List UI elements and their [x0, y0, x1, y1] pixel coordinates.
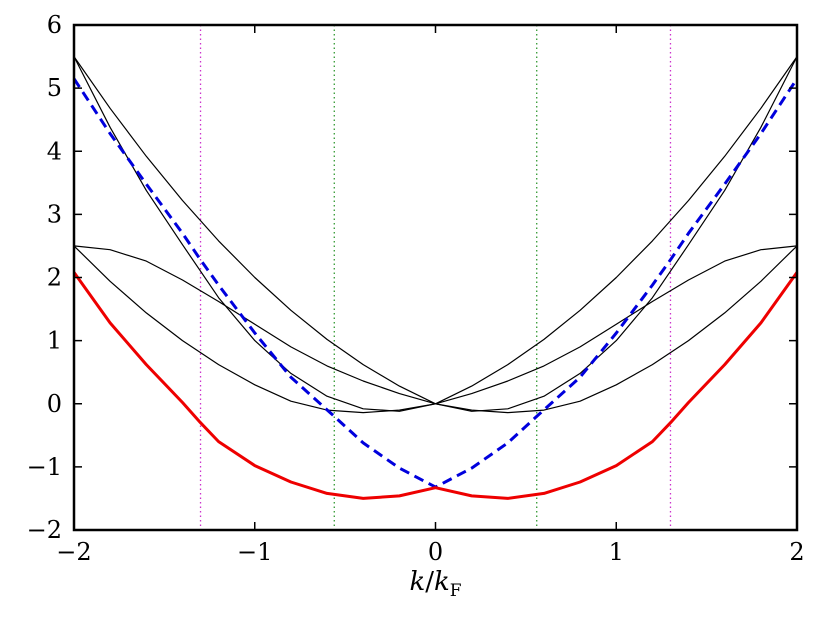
y-tick-label: 6 [47, 11, 62, 39]
axis-ticks [73, 24, 798, 531]
y-tick-label: 4 [47, 137, 62, 165]
x-axis-label-main: k [409, 567, 425, 597]
x-axis-label: k/kF [409, 567, 461, 601]
x-tick-label: 0 [428, 538, 443, 566]
x-tick-label: −1 [237, 538, 272, 566]
plot-frame [72, 23, 799, 532]
y-tick-label: 3 [47, 200, 62, 228]
y-tick-label: 5 [47, 74, 62, 102]
y-tick-labels: −2 −1 0 1 2 3 4 5 6 [27, 11, 62, 544]
series-line-6 [72, 271, 799, 500]
x-tick-label: 1 [609, 538, 624, 566]
x-tick-labels: −2 −1 0 1 2 [56, 538, 804, 566]
x-tick-label: 2 [789, 538, 804, 566]
series-lines [72, 56, 799, 500]
x-axis-label-base: k [434, 567, 450, 597]
series-line-3 [73, 245, 798, 414]
y-tick-label: −2 [27, 516, 62, 544]
y-tick-label: 2 [47, 264, 62, 292]
reference-lines [199, 25, 672, 530]
series-line-4 [73, 245, 798, 414]
x-axis-label-sep: / [425, 567, 434, 597]
x-tick-label: −2 [56, 538, 91, 566]
series-line-5 [72, 77, 799, 489]
y-tick-label: 0 [47, 390, 62, 418]
y-tick-label: 1 [47, 327, 62, 355]
x-axis-label-subscript: F [450, 581, 462, 601]
y-tick-label: −1 [27, 453, 62, 481]
